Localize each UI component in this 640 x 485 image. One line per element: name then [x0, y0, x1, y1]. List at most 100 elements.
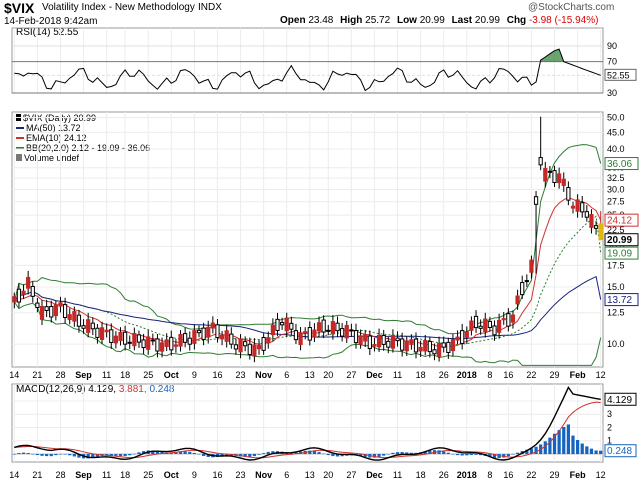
ema10-line [14, 196, 602, 348]
candle-body [413, 338, 419, 353]
exchange-label: INDX [198, 2, 222, 13]
macd-histogram-bar [377, 454, 381, 457]
legend-bb-swatch [16, 146, 24, 149]
high-label: High [340, 15, 363, 26]
candle-body [506, 313, 511, 327]
macd-histogram-bar [372, 454, 377, 458]
candle-body [436, 343, 442, 357]
macd-histogram-bar [128, 454, 132, 456]
macd-histogram-bar [511, 454, 515, 455]
macd-histogram-bar [294, 452, 298, 454]
macd-histogram-bar [123, 454, 127, 457]
candle-body [284, 317, 289, 332]
candle-body [99, 327, 105, 340]
legend-ema10-swatch [16, 136, 24, 139]
macd-histogram-bar [183, 451, 187, 454]
macd-histogram-bar [257, 454, 261, 455]
candle-body [547, 170, 553, 173]
price-tick-label: 30.0 [607, 184, 625, 194]
candle-body [187, 337, 192, 345]
macd-histogram-bar [188, 451, 192, 454]
candle-body [146, 336, 151, 350]
x-axis-label-top: 2018 [457, 370, 477, 380]
candle-body [150, 339, 155, 342]
candle-body [164, 339, 169, 347]
candle-body [427, 340, 432, 353]
macd-histogram-bar [312, 450, 317, 454]
candle-body [316, 322, 322, 332]
candle-body [483, 318, 488, 333]
macd-histogram-bar [26, 453, 30, 454]
chg-label: Chg [506, 15, 527, 26]
candle-body [123, 331, 128, 345]
candle-body [584, 211, 589, 218]
candle-body [104, 329, 109, 333]
candle-body [178, 333, 183, 347]
macd-histogram-bar [409, 452, 414, 454]
candle-body [372, 344, 377, 347]
macd-tick-label: 1 [607, 436, 612, 446]
candle-body [210, 322, 215, 329]
macd-histogram-bar [192, 452, 196, 454]
x-axis-label-top: 23 [236, 370, 246, 380]
macd-histogram-bar [49, 454, 53, 457]
macd-histogram-bar [529, 448, 534, 454]
candle-body [206, 326, 211, 338]
price-tick-label: 27.5 [607, 197, 625, 207]
candle-body [589, 214, 594, 228]
candle-body [326, 329, 331, 332]
candle-body [233, 344, 239, 350]
candle-body [363, 334, 368, 342]
candle-body [183, 333, 188, 343]
macd-histogram-bar [386, 454, 390, 455]
macd-histogram-bar [31, 453, 35, 455]
candle-body [418, 346, 423, 352]
macd-histogram-bar [271, 451, 275, 454]
price-tick-label: 12.5 [607, 308, 625, 318]
candle-body [344, 324, 349, 339]
macd-legend: MACD(12,26,9) 4.129, 3.881, 0.248 [16, 385, 174, 395]
x-axis-label-bottom: 27 [346, 470, 356, 480]
last-label: Last [451, 15, 473, 26]
x-axis-label-bottom: 26 [439, 470, 449, 480]
candle-body [173, 344, 179, 347]
macd-histogram-bar [340, 454, 344, 457]
candle-body [169, 336, 174, 351]
bb-lower-line [13, 301, 602, 366]
candle-body [118, 331, 123, 342]
legend-volume-text: Volume undef [24, 153, 80, 163]
macd-histogram-bar [317, 452, 321, 454]
macd-value-tag: 0.248 [607, 446, 632, 457]
macd-histogram-bar [488, 454, 492, 458]
macd-histogram-bar [525, 449, 529, 454]
macd-histogram-bar [599, 450, 603, 454]
candle-body [35, 302, 40, 309]
candle-body [358, 335, 363, 345]
candle-body [390, 334, 396, 349]
candle-body [21, 290, 26, 295]
candle-body [367, 335, 372, 350]
macd-histogram-bar [455, 454, 460, 456]
candle-body [473, 315, 479, 329]
candle-body [293, 330, 299, 341]
macd-histogram-bar [45, 454, 49, 457]
macd-histogram-bar [400, 452, 404, 454]
candle-body [524, 280, 529, 283]
x-axis-label-top: 27 [346, 370, 356, 380]
macd-histogram-bar [12, 454, 16, 455]
x-axis-label-top: 11 [102, 370, 111, 380]
x-axis-label-bottom: 18 [120, 470, 130, 480]
macd-histogram-bar [322, 453, 326, 455]
x-axis-label-top: Oct [164, 370, 179, 380]
candle-body [432, 349, 437, 355]
rsi-tick-label: 30 [607, 88, 617, 98]
index-name: Volatility Index - New Methodology [42, 2, 195, 13]
candle-body [303, 331, 308, 334]
macd-histogram-bar [63, 454, 67, 455]
candle-body [460, 330, 465, 344]
macd-tick-label: 3 [607, 409, 612, 419]
candle-body [335, 322, 340, 332]
candle-body [90, 322, 95, 330]
